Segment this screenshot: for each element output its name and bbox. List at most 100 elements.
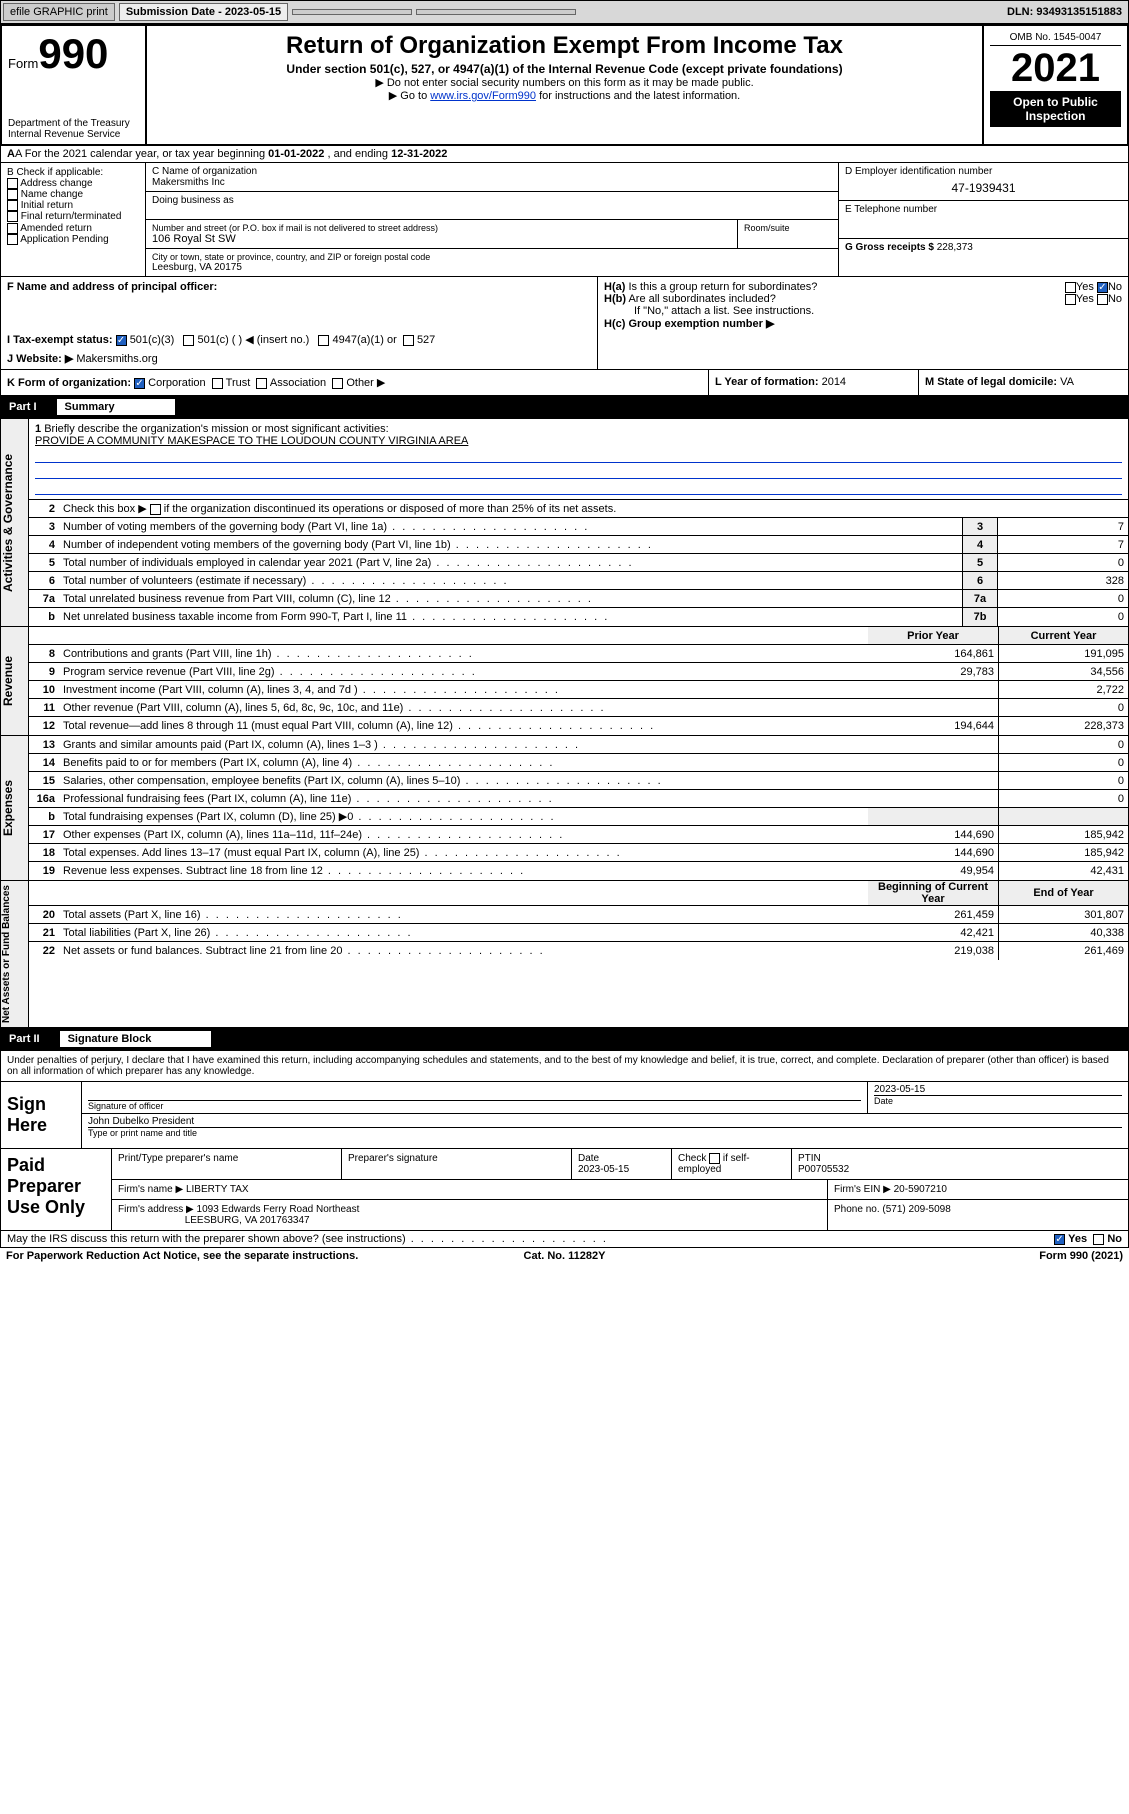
f-label: F Name and address of principal officer:: [7, 281, 591, 293]
paid-preparer-block: Paid Preparer Use Only Print/Type prepar…: [0, 1149, 1129, 1231]
ha-no[interactable]: [1097, 282, 1108, 293]
line-text: Contributions and grants (Part VIII, lin…: [59, 646, 868, 662]
cb-address-change[interactable]: Address change: [7, 178, 139, 189]
form-subtitle: Under section 501(c), 527, or 4947(a)(1)…: [153, 62, 976, 76]
block-fh: F Name and address of principal officer:…: [0, 277, 1129, 370]
line-box: 7a: [962, 590, 998, 607]
line-box: 3: [962, 518, 998, 535]
line-text: Professional fundraising fees (Part IX, …: [59, 791, 868, 807]
hdr-begin: Beginning of Current Year: [868, 881, 998, 905]
current-val: 191,095: [998, 645, 1128, 662]
ha-yes[interactable]: [1065, 282, 1076, 293]
b-label: B Check if applicable:: [7, 167, 139, 178]
part1-title: Summary: [57, 399, 175, 415]
dln: DLN: 93493135151883: [1007, 6, 1126, 18]
prior-val: 49,954: [868, 862, 998, 880]
cb-final-return[interactable]: Final return/terminated: [7, 211, 139, 222]
line-text: Number of voting members of the governin…: [59, 519, 962, 535]
form-word: Form: [8, 56, 38, 71]
i-label: I Tax-exempt status:: [7, 334, 113, 346]
blank-button-2[interactable]: [416, 9, 576, 15]
firm-addr: 1093 Edwards Ferry Road Northeast: [197, 1204, 360, 1215]
line-text: Other revenue (Part VIII, column (A), li…: [59, 700, 868, 716]
line-text: Net assets or fund balances. Subtract li…: [59, 943, 868, 959]
form-title: Return of Organization Exempt From Incom…: [153, 32, 976, 60]
irs-discuss-row: May the IRS discuss this return with the…: [0, 1231, 1129, 1248]
part2-title: Signature Block: [60, 1031, 212, 1047]
line-text: Other expenses (Part IX, column (A), lin…: [59, 827, 868, 843]
cb-assoc[interactable]: [256, 378, 267, 389]
cb-amended-return[interactable]: Amended return: [7, 223, 139, 234]
line-text: Total number of volunteers (estimate if …: [59, 573, 962, 589]
sig-declaration: Under penalties of perjury, I declare th…: [0, 1051, 1129, 1082]
hb-note: If "No," attach a list. See instructions…: [604, 305, 1015, 317]
irs-label: Internal Revenue Service: [8, 129, 139, 140]
cb-527[interactable]: [403, 335, 414, 346]
current-val: 0: [998, 754, 1128, 771]
current-val: 301,807: [998, 906, 1128, 923]
line-text: Grants and similar amounts paid (Part IX…: [59, 737, 868, 753]
discuss-no[interactable]: [1093, 1234, 1104, 1245]
k-label: K Form of organization:: [7, 377, 131, 389]
prior-val: 29,783: [868, 663, 998, 680]
cb-corp[interactable]: [134, 378, 145, 389]
part1-num: Part I: [9, 401, 37, 413]
year-formation: 2014: [822, 376, 846, 388]
section-assets: Net Assets or Fund Balances Beginning of…: [0, 881, 1129, 1028]
current-val: 0: [998, 790, 1128, 807]
form990-link[interactable]: www.irs.gov/Form990: [430, 90, 536, 102]
paid-preparer-label: Paid Preparer Use Only: [1, 1149, 111, 1230]
discuss-yes[interactable]: [1054, 1234, 1065, 1245]
line-text: Total expenses. Add lines 13–17 (must eq…: [59, 845, 868, 861]
line-text: Total liabilities (Part X, line 26): [59, 925, 868, 941]
line-text: Total assets (Part X, line 16): [59, 907, 868, 923]
submission-date: Submission Date - 2023-05-15: [119, 3, 288, 21]
vlabel-governance: Activities & Governance: [1, 419, 29, 626]
form-note-1: ▶ Do not enter social security numbers o…: [153, 76, 976, 89]
hb-no[interactable]: [1097, 294, 1108, 305]
prep-sig-label: Preparer's signature: [342, 1149, 572, 1179]
line-box: 6: [962, 572, 998, 589]
cb-discontinued[interactable]: [150, 504, 161, 515]
cb-application-pending[interactable]: Application Pending: [7, 234, 139, 245]
current-val: 261,469: [998, 942, 1128, 960]
mission: PROVIDE A COMMUNITY MAKESPACE TO THE LOU…: [35, 435, 468, 447]
prior-val: 194,644: [868, 717, 998, 735]
sig-officer-label: Signature of officer: [88, 1100, 861, 1111]
cb-501c3[interactable]: [116, 335, 127, 346]
dba-label: Doing business as: [152, 195, 832, 206]
line-text: Total revenue—add lines 8 through 11 (mu…: [59, 718, 868, 734]
d-label: D Employer identification number: [845, 166, 1122, 177]
prior-val: [868, 772, 998, 789]
name-title-label: Type or print name and title: [88, 1127, 1122, 1138]
line-box: 4: [962, 536, 998, 553]
block-bcdeg: B Check if applicable: Address change Na…: [0, 163, 1129, 277]
cb-4947[interactable]: [318, 335, 329, 346]
cb-other[interactable]: [332, 378, 343, 389]
omb-number: OMB No. 1545-0047: [990, 30, 1121, 46]
sig-date-val: 2023-05-15: [874, 1084, 1122, 1095]
sign-here-label: Sign Here: [1, 1082, 81, 1148]
line-text: Investment income (Part VIII, column (A)…: [59, 682, 868, 698]
cb-trust[interactable]: [212, 378, 223, 389]
efile-print-button[interactable]: efile GRAPHIC print: [3, 3, 115, 21]
cb-name-change[interactable]: Name change: [7, 189, 139, 200]
line-text: Total unrelated business revenue from Pa…: [59, 591, 962, 607]
prior-val: [868, 699, 998, 716]
ein: 47-1939431: [845, 177, 1122, 195]
hb-yes[interactable]: [1065, 294, 1076, 305]
cb-initial-return[interactable]: Initial return: [7, 200, 139, 211]
prior-val: 261,459: [868, 906, 998, 923]
hdr-prior: Prior Year: [868, 627, 998, 644]
part2-header: Part II Signature Block: [0, 1028, 1129, 1051]
blank-button-1[interactable]: [292, 9, 412, 15]
sign-here-block: Sign Here Signature of officer 2023-05-1…: [0, 1082, 1129, 1149]
cb-self-employed[interactable]: [709, 1153, 720, 1164]
current-val: 0: [998, 736, 1128, 753]
prior-val: [868, 736, 998, 753]
line-val: 0: [998, 608, 1128, 626]
ptin: P00705532: [798, 1164, 849, 1175]
cb-501c[interactable]: [183, 335, 194, 346]
street-label: Number and street (or P.O. box if mail i…: [152, 223, 731, 233]
row-a: AA For the 2021 calendar year, or tax ye…: [0, 146, 1129, 163]
